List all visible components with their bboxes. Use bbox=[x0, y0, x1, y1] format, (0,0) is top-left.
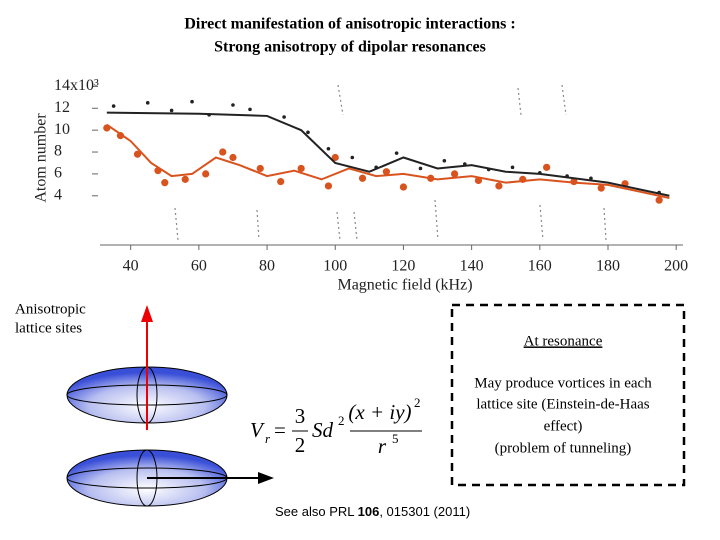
data-point bbox=[324, 182, 333, 190]
x-tick-label: 120 bbox=[391, 258, 415, 275]
eq-power: 2 bbox=[338, 413, 345, 428]
data-point bbox=[418, 166, 423, 171]
x-tick-label: 180 bbox=[596, 258, 620, 275]
y-tick-label: 4 bbox=[54, 186, 62, 203]
box-line: lattice site (Einstein-de-Haas bbox=[476, 396, 649, 412]
data-point bbox=[306, 130, 310, 135]
y-tick-label: 14x10³ bbox=[54, 77, 99, 94]
eq-denominator: 2 bbox=[295, 433, 306, 457]
eq-power: 2 bbox=[414, 395, 421, 410]
fit-curve bbox=[106, 111, 670, 197]
eq-numerator: 3 bbox=[295, 404, 306, 428]
plot: 40 60 80 100 120 140 160 180 200 4 6 8 10 12 14x10³ bbox=[54, 77, 688, 275]
eq-power: 5 bbox=[392, 431, 399, 446]
title-line: Direct manifestation of anisotropic inte… bbox=[184, 16, 515, 33]
y-tick-label: 6 bbox=[54, 165, 62, 182]
data-point bbox=[256, 164, 264, 173]
resonance-box bbox=[450, 303, 686, 487]
data-point bbox=[326, 146, 331, 151]
eq-sign: = bbox=[274, 418, 286, 442]
data-point bbox=[358, 174, 367, 182]
box-line: May produce vortices in each bbox=[474, 375, 652, 391]
arrow-head bbox=[258, 472, 274, 484]
data-point bbox=[277, 177, 285, 186]
data-point bbox=[229, 153, 237, 162]
data-point bbox=[202, 170, 210, 178]
data-point bbox=[297, 164, 305, 173]
eq-denominator: r bbox=[378, 434, 387, 458]
reference-text: See also PRL bbox=[275, 504, 358, 519]
eq-symbol: V bbox=[250, 418, 265, 442]
resonance-markers bbox=[174, 84, 607, 241]
data-point bbox=[169, 108, 174, 113]
data-point bbox=[597, 184, 605, 192]
x-tick-label: 100 bbox=[323, 258, 347, 275]
x-tick-label: 200 bbox=[664, 258, 688, 275]
data-point bbox=[589, 176, 593, 181]
data-point bbox=[219, 148, 227, 156]
data-point bbox=[510, 165, 515, 170]
y-axis-label: Atom number bbox=[33, 113, 50, 203]
arrow-head bbox=[141, 305, 153, 322]
reference-volume: 106 bbox=[358, 504, 380, 519]
y-tick-label: 12 bbox=[54, 99, 70, 116]
data-point bbox=[190, 99, 194, 104]
eq-factor: Sd bbox=[312, 418, 334, 442]
fit-curve bbox=[106, 123, 670, 199]
data-point bbox=[442, 158, 447, 163]
reference-text: , 015301 (2011) bbox=[379, 504, 470, 519]
reference: See also PRL 106, 015301 (2011) bbox=[275, 504, 470, 519]
data-point bbox=[231, 103, 235, 107]
data-point bbox=[133, 150, 142, 158]
data-point bbox=[655, 196, 663, 204]
data-point bbox=[145, 101, 150, 105]
left-label: lattice sites bbox=[15, 320, 82, 336]
data-point bbox=[111, 104, 116, 108]
data-point bbox=[350, 155, 355, 160]
box-line: (problem of tunneling) bbox=[495, 440, 632, 456]
data-point bbox=[495, 182, 503, 190]
lattice-sites bbox=[66, 305, 274, 507]
left-label: Anisotropic bbox=[15, 301, 86, 317]
eq-numerator: (x + iy) bbox=[348, 400, 411, 424]
data-point bbox=[399, 183, 408, 191]
y-tick-label: 8 bbox=[54, 143, 62, 160]
data-point bbox=[161, 179, 169, 187]
x-tick-label: 80 bbox=[259, 258, 275, 275]
x-tick-label: 160 bbox=[528, 258, 552, 275]
title-line: Strong anisotropy of dipolar resonances bbox=[214, 39, 486, 56]
y-tick-label: 10 bbox=[54, 121, 70, 138]
eq-subscript: r bbox=[265, 431, 271, 446]
data-point bbox=[382, 168, 390, 176]
box-heading: At resonance bbox=[524, 333, 603, 349]
x-tick-label: 140 bbox=[460, 258, 484, 275]
equation: V r = 3 2 Sd 2 (x + iy) 2 r 5 bbox=[250, 395, 422, 458]
data-point bbox=[181, 175, 189, 183]
box-line: effect) bbox=[544, 418, 583, 434]
data-point bbox=[248, 107, 252, 112]
x-tick-label: 60 bbox=[191, 258, 207, 275]
x-tick-label: 40 bbox=[123, 258, 139, 275]
data-point bbox=[331, 153, 339, 162]
data-point bbox=[543, 163, 551, 171]
data-point bbox=[282, 115, 286, 119]
x-axis-label: Magnetic field (kHz) bbox=[337, 277, 472, 294]
data-point bbox=[450, 170, 459, 178]
data-point bbox=[394, 151, 399, 155]
